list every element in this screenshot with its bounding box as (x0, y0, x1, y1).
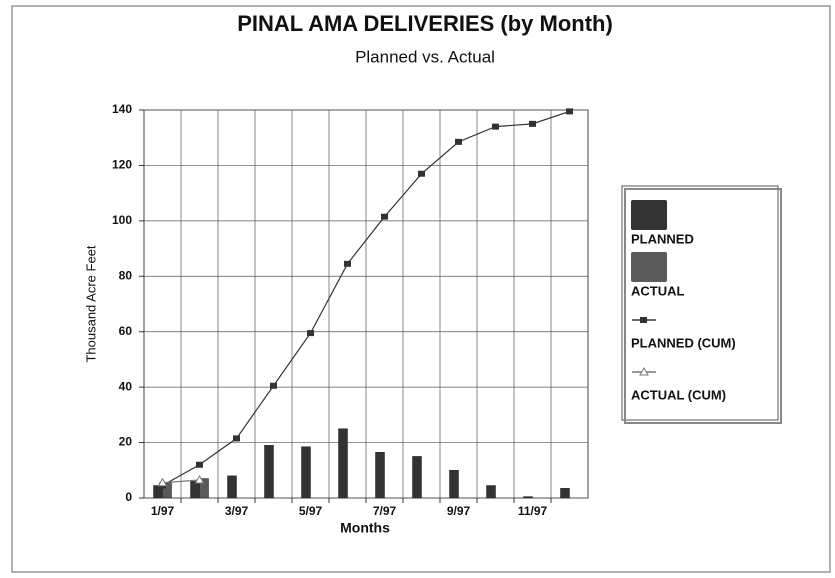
line-marker (194, 474, 205, 484)
legend-label: ACTUAL (631, 283, 684, 298)
x-tick-label: 11/97 (518, 504, 548, 518)
line-marker (418, 170, 425, 177)
bar (199, 478, 209, 499)
line-marker (455, 138, 462, 145)
bar (190, 481, 200, 499)
bar (301, 446, 311, 499)
bar (523, 496, 533, 499)
line-marker (344, 260, 351, 267)
line-marker (566, 108, 573, 115)
legend-marker (640, 317, 647, 323)
line-marker (233, 435, 240, 442)
line-marker (381, 213, 388, 220)
line-marker (270, 382, 277, 389)
legend-label: PLANNED (631, 231, 694, 246)
legend-swatch (631, 252, 667, 282)
bar (449, 470, 459, 499)
line-series (162, 110, 570, 487)
line-marker (157, 477, 168, 487)
y-axis-label: Thousand Acre Feet (83, 245, 98, 362)
bar (486, 485, 496, 499)
y-tick-label: 120 (112, 158, 132, 172)
x-axis-label: Months (340, 520, 390, 536)
y-tick-label: 0 (125, 490, 132, 504)
legend-label: PLANNED (CUM) (631, 335, 736, 350)
legend-shadow (624, 188, 782, 424)
y-tick-label: 20 (119, 435, 133, 449)
bar (412, 456, 422, 499)
chart-title: PINAL AMA DELIVERIES (by Month) (237, 11, 613, 36)
legend-label: ACTUAL (CUM) (631, 387, 726, 402)
line-marker (307, 330, 314, 337)
y-tick-label: 100 (112, 213, 132, 227)
x-tick-label: 5/97 (299, 504, 323, 518)
legend-marker (639, 366, 649, 376)
chart-subtitle: Planned vs. Actual (355, 47, 495, 66)
x-tick-label: 3/97 (225, 504, 249, 518)
x-tick-label: 7/97 (373, 504, 397, 518)
bar (338, 428, 348, 499)
line-marker (196, 461, 203, 468)
y-tick-label: 80 (119, 268, 133, 282)
y-tick-label: 40 (119, 379, 133, 393)
x-tick-label: 1/97 (151, 504, 175, 518)
bar (560, 488, 570, 499)
line-marker (492, 123, 499, 130)
bar (375, 452, 385, 499)
y-tick-label: 140 (112, 102, 132, 116)
bar (264, 445, 274, 499)
x-tick-label: 9/97 (447, 504, 471, 518)
line-series (162, 479, 200, 484)
bar (227, 475, 237, 499)
line-marker (529, 120, 536, 127)
y-tick-label: 60 (119, 324, 133, 338)
legend-swatch (631, 200, 667, 230)
